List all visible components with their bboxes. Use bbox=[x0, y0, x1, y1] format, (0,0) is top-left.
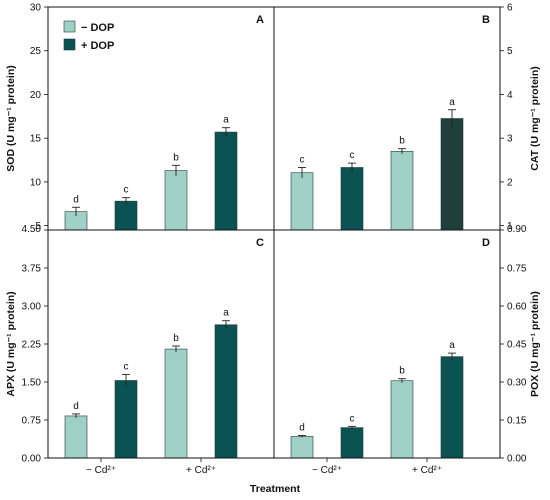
y-tick-label: 2 bbox=[507, 177, 513, 188]
y-axis-label: APX (U mg⁻¹ protein) bbox=[5, 291, 17, 396]
bar bbox=[440, 356, 464, 459]
y-tick-label: 0.75 bbox=[22, 416, 42, 427]
bar bbox=[290, 436, 314, 459]
bar bbox=[214, 131, 238, 231]
y-tick-label: 2.25 bbox=[22, 340, 42, 351]
significance-letter: b bbox=[173, 152, 179, 163]
panel-b: 0.901 2 3 4 5 6 CAT (U mg⁻¹ protein) Bc c b a bbox=[290, 3, 541, 235]
significance-letter: c bbox=[124, 361, 129, 372]
significance-letter: c bbox=[350, 150, 355, 161]
y-tick-label: 4 bbox=[507, 90, 513, 101]
y-tick-label: 3.00 bbox=[22, 302, 42, 313]
y-tick-label: 6 bbox=[507, 3, 513, 14]
panel-label: B bbox=[482, 14, 490, 26]
x-tick-label: + Cd²⁺ bbox=[412, 465, 442, 476]
y-tick-label: 5 bbox=[507, 46, 513, 57]
y-tick-label: 15 bbox=[30, 134, 42, 145]
significance-letter: c bbox=[124, 185, 129, 196]
x-tick-label: − Cd²⁺ bbox=[312, 465, 342, 476]
legend: − DOP + DOP bbox=[63, 20, 114, 52]
bar bbox=[290, 172, 314, 231]
panel-d: 0.00 0.15 0.30 0.45 0.60 0.75 POX (U mg⁻¹ prot… bbox=[290, 237, 541, 476]
significance-letter: a bbox=[223, 115, 229, 126]
panel-c: 0.00 0.75 1.50 2.25 3.00 3.75 APX (U mg⁻¹ prot… bbox=[5, 237, 264, 476]
y-tick-label: 0.00 bbox=[22, 454, 42, 465]
y-tick-label: 0.60 bbox=[507, 302, 527, 313]
bar bbox=[440, 118, 464, 231]
y-tick-label: 0.15 bbox=[507, 416, 527, 427]
y-tick-label: 0.90 bbox=[507, 224, 527, 235]
y-tick-label: 25 bbox=[30, 46, 42, 57]
y-tick-label: 0.45 bbox=[507, 340, 527, 351]
legend-label-plus-dop: + DOP bbox=[81, 40, 114, 52]
bar bbox=[214, 324, 238, 459]
y-tick-label: 0.75 bbox=[507, 264, 527, 275]
significance-letter: b bbox=[173, 333, 179, 344]
significance-letter: d bbox=[299, 422, 305, 433]
significance-letter: a bbox=[223, 308, 229, 319]
significance-letter: b bbox=[399, 366, 405, 377]
x-axis-title: Treatment bbox=[250, 483, 301, 495]
y-axis-label: CAT (U mg⁻¹ protein) bbox=[529, 66, 541, 171]
legend-swatch-plus-dop bbox=[63, 38, 76, 51]
bar bbox=[164, 170, 188, 231]
significance-letter: a bbox=[449, 340, 455, 351]
bar bbox=[340, 167, 364, 231]
panel-label: D bbox=[482, 237, 490, 249]
significance-letter: a bbox=[449, 97, 455, 108]
y-axis-label: POX (U mg⁻¹ protein) bbox=[529, 291, 541, 397]
significance-letter: c bbox=[300, 154, 305, 165]
bar bbox=[390, 150, 414, 231]
y-tick-label: 3 bbox=[507, 134, 513, 145]
x-tick-label: + Cd²⁺ bbox=[186, 465, 216, 476]
y-tick-label: 1 bbox=[507, 221, 513, 232]
legend-swatch-minus-dop bbox=[63, 20, 76, 33]
panel-label: C bbox=[256, 237, 264, 249]
legend-label-minus-dop: − DOP bbox=[81, 22, 114, 34]
y-tick-label: 30 bbox=[30, 3, 42, 14]
significance-letter: b bbox=[399, 136, 405, 147]
x-tick-label: − Cd²⁺ bbox=[86, 465, 116, 476]
y-tick-label: 20 bbox=[30, 90, 42, 101]
y-tick-label: 0.00 bbox=[507, 454, 527, 465]
bar bbox=[164, 348, 188, 459]
bar bbox=[390, 380, 414, 459]
y-tick-label: 1.50 bbox=[22, 378, 42, 389]
y-axis-label: SOD (U mg⁻¹ protein) bbox=[5, 65, 17, 171]
bar bbox=[340, 427, 364, 459]
significance-letter: d bbox=[73, 194, 79, 205]
significance-letter: c bbox=[350, 413, 355, 424]
y-tick-label: 5 bbox=[35, 221, 41, 232]
y-tick-label: 3.75 bbox=[22, 264, 42, 275]
bar bbox=[64, 415, 88, 459]
panel-label: A bbox=[256, 14, 264, 26]
y-tick-label: 0.30 bbox=[507, 378, 527, 389]
panel-a: 4.505 10 15 20 25 30 SOD (U mg⁻¹ protein) Ad c b a bbox=[5, 3, 264, 236]
y-tick-label: 4.50 bbox=[22, 224, 42, 235]
significance-letter: d bbox=[73, 401, 79, 412]
y-tick-label: 10 bbox=[30, 177, 42, 188]
bar bbox=[114, 200, 138, 231]
bar bbox=[114, 380, 138, 459]
plot-frame bbox=[47, 6, 501, 459]
